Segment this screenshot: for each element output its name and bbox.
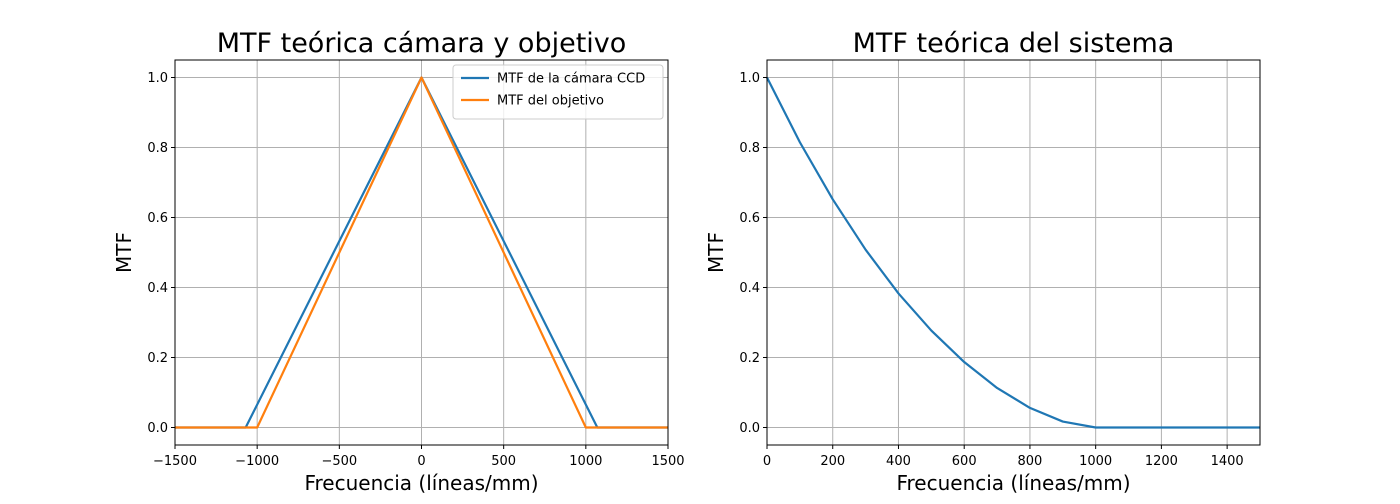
y-tick-label: 0.6 xyxy=(147,211,168,226)
x-tick-label: −1000 xyxy=(235,454,279,469)
y-tick-label: 0.0 xyxy=(147,421,168,436)
x-tick-label: 0 xyxy=(763,454,771,469)
y-tick-label: 0.0 xyxy=(739,421,760,436)
chart-panel-camera-objective: −1500 −1000 −500 0 500 1000 1500 0.0 0.2 0.4 0.6 0.… xyxy=(112,28,685,495)
series-line-0 xyxy=(766,77,1260,429)
y-tick-label: 0.8 xyxy=(739,141,760,156)
chart-title: MTF teórica del sistema xyxy=(853,28,1175,59)
y-tick-label: 1.0 xyxy=(147,71,168,86)
y-axis-label: MTF xyxy=(704,232,728,273)
x-axis-label: Frecuencia (líneas/mm) xyxy=(304,471,538,495)
x-axis-label: Frecuencia (líneas/mm) xyxy=(896,471,1130,495)
x-tick-label: 1200 xyxy=(1145,454,1178,469)
x-tick-label: 600 xyxy=(952,454,977,469)
axes-frame xyxy=(766,59,1261,446)
legend-label-0: MTF de la cámara CCD xyxy=(497,72,645,87)
x-tick-label: 1500 xyxy=(651,454,684,469)
x-tick-label: 200 xyxy=(820,454,845,469)
series-group xyxy=(175,76,668,429)
x-tick-label: 1400 xyxy=(1211,454,1244,469)
series-line-1 xyxy=(175,76,668,429)
legend-label-1: MTF del objetivo xyxy=(497,94,604,109)
legend: MTF de la cámara CCD MTF del objetivo xyxy=(452,64,664,120)
chart-title: MTF teórica cámara y objetivo xyxy=(217,28,627,59)
x-tick-label: −1500 xyxy=(153,454,197,469)
y-tick-label: 0.4 xyxy=(739,281,760,296)
series-group xyxy=(766,77,1260,429)
y-tick-label: 0.2 xyxy=(147,351,168,366)
x-tick-label: −500 xyxy=(321,454,357,469)
x-tick-label: 1000 xyxy=(569,454,602,469)
y-tick-label: 1.0 xyxy=(739,71,760,86)
legend-box xyxy=(452,64,664,120)
y-tick-label: 0.2 xyxy=(739,351,760,366)
y-axis-label: MTF xyxy=(112,232,136,273)
y-tick-label: 0.4 xyxy=(147,281,168,296)
chart-panel-system: 0 200 400 600 800 1000 1200 1400 0.0 0.2 0.4 0.6 0.8… xyxy=(704,28,1261,495)
x-tick-label: 400 xyxy=(886,454,911,469)
y-tick-label: 0.8 xyxy=(147,141,168,156)
x-tick-label: 800 xyxy=(1018,454,1043,469)
x-tick-label: 500 xyxy=(491,454,516,469)
y-tick-label: 0.6 xyxy=(739,211,760,226)
x-tick-label: 1000 xyxy=(1079,454,1112,469)
x-tick-label: 0 xyxy=(417,454,425,469)
